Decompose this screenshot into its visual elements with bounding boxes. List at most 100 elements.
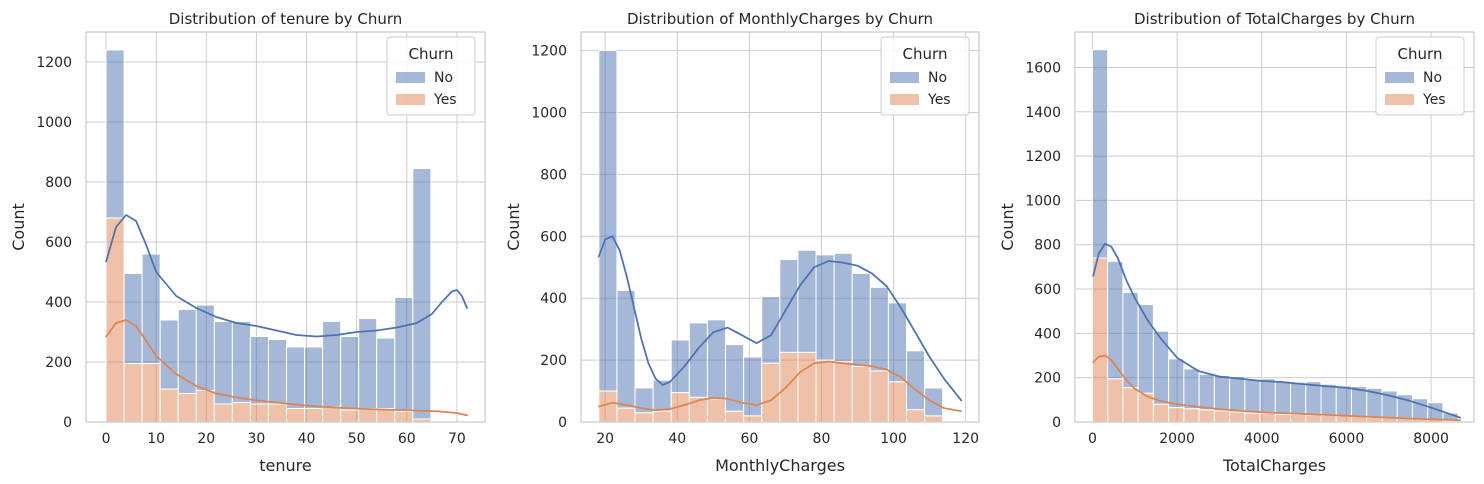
legend-label-yes: Yes (433, 92, 457, 108)
chart-panel-2: 20 40 60 80 100 120020040060080010001200Distr… (504, 10, 980, 475)
x-tick-label: 20 (596, 431, 614, 447)
bar-yes (213, 403, 233, 423)
bar-no (286, 346, 306, 409)
bar-no (1259, 378, 1276, 414)
bar-yes (815, 359, 835, 423)
bar-no (412, 168, 432, 420)
bar-no (213, 321, 233, 405)
x-tick-label: 4000 (1244, 431, 1280, 447)
legend-label-yes: Yes (927, 92, 951, 108)
bar-yes (1244, 412, 1261, 423)
bar-yes (924, 415, 944, 423)
bar-yes (177, 393, 197, 423)
y-axis-label: Count (9, 203, 28, 251)
x-axis-label: TotalCharges (1222, 456, 1326, 475)
bar-yes (105, 217, 125, 423)
y-tick-label: 200 (1034, 371, 1061, 387)
legend-swatch-no (1385, 72, 1414, 83)
bar-no (1168, 358, 1185, 409)
x-tick-label: 80 (813, 431, 831, 447)
bar-yes (1290, 413, 1307, 423)
bar-yes (761, 362, 781, 423)
x-tick-label: 0 (1088, 431, 1097, 447)
bar-no (123, 273, 143, 364)
legend-label-no: No (928, 70, 947, 86)
bar-yes (725, 410, 745, 423)
bar-yes (887, 381, 908, 423)
bar-yes (1107, 378, 1124, 423)
bar-no (376, 337, 396, 409)
bar-no (761, 296, 781, 364)
y-axis-label: Count (998, 203, 1017, 251)
legend: Churn No Yes (1375, 36, 1465, 116)
bar-yes (340, 409, 360, 423)
x-tick-label: 30 (248, 431, 266, 447)
chart-panel-1: 0 10 20 30 40 50 60 70 0 200 400 600 800 1000 1200 Dist… (9, 10, 486, 475)
x-tick-label: 10 (147, 431, 165, 447)
kde-line-yes (1092, 354, 1461, 422)
bar-yes (1183, 408, 1200, 423)
legend-swatch-no (396, 72, 425, 83)
bar-yes (833, 361, 853, 423)
bar-no (1198, 373, 1215, 411)
bar-no (267, 339, 288, 405)
bar-no (1274, 380, 1292, 415)
bar-no (670, 339, 690, 394)
x-tick-label: 20 (197, 431, 215, 447)
bar-yes (231, 402, 251, 423)
bar-yes (322, 406, 342, 423)
x-tick-label: 50 (348, 431, 366, 447)
bar-no (1122, 291, 1139, 389)
x-tick-label: 6000 (1329, 431, 1365, 447)
x-axis-label: MonthlyCharges (715, 456, 845, 475)
legend-title: Churn (409, 45, 454, 63)
legend-swatch-no (890, 72, 919, 83)
bar-no (1107, 260, 1124, 380)
legend-label-no: No (1423, 70, 1442, 86)
y-tick-label: 0 (1052, 415, 1061, 431)
bar-no (231, 321, 251, 403)
plot-frame (1074, 31, 1475, 423)
bar-yes (267, 403, 288, 423)
kde-line-no (597, 235, 963, 402)
bar-no (1183, 368, 1200, 410)
legend-swatch-yes (890, 94, 919, 105)
bar-no (105, 49, 125, 219)
x-tick-label: 0 (102, 431, 111, 447)
bar-yes (304, 408, 324, 423)
bar-no (906, 350, 926, 411)
y-tick-label: 1600 (1025, 60, 1061, 76)
bar-no (869, 286, 889, 372)
bar-yes (851, 365, 871, 423)
bar-no (851, 272, 871, 367)
bar-no (1213, 374, 1231, 412)
y-tick-label: 600 (1034, 282, 1061, 298)
bar-yes (906, 409, 926, 423)
y-tick-label: 1200 (36, 55, 72, 71)
legend-title: Churn (1398, 45, 1443, 63)
y-tick-label: 400 (540, 291, 567, 307)
plot-frame (580, 31, 980, 423)
bar-no (1244, 379, 1261, 414)
bar-no (1290, 381, 1307, 415)
legend-swatch-yes (1385, 94, 1414, 105)
y-tick-label: 0 (558, 415, 567, 431)
chart-title: Distribution of TotalCharges by Churn (1134, 10, 1415, 28)
bar-no (743, 356, 763, 417)
bar-no (1335, 385, 1352, 417)
bar-no (1320, 383, 1337, 416)
bar-yes (1122, 387, 1139, 423)
bar-no (598, 50, 618, 392)
bar-yes (141, 363, 161, 423)
bar-yes (634, 412, 654, 423)
legend-label-yes: Yes (1422, 92, 1446, 108)
bar-no (340, 336, 360, 411)
legend: Churn No Yes (880, 36, 970, 116)
bar-no (815, 254, 835, 361)
bar-no (304, 346, 324, 409)
x-tick-label: 100 (880, 431, 907, 447)
bar-yes (159, 388, 179, 423)
y-tick-label: 400 (45, 295, 72, 311)
legend-label-no: No (434, 70, 453, 86)
bar-no (249, 336, 269, 405)
